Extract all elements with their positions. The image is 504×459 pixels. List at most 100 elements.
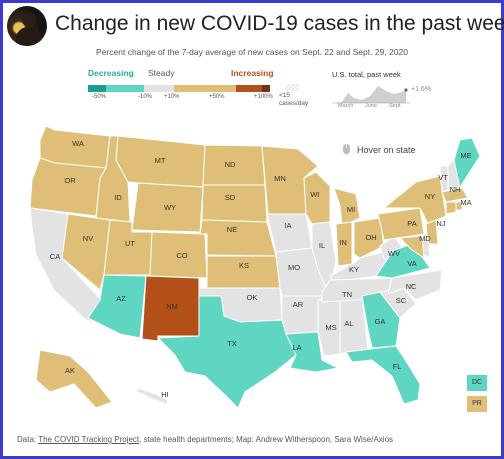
state-ny[interactable] [382, 175, 447, 225]
state-label-ia: IA [284, 221, 291, 230]
color-legend: Decreasing Steady Increasing -50% -10% +… [86, 68, 286, 116]
us-total-change: +1.6% [411, 86, 432, 93]
state-md[interactable] [398, 235, 425, 259]
legend-swatch-increasing-strong [236, 85, 262, 92]
state-ak[interactable] [35, 349, 113, 409]
state-label-wa: WA [72, 139, 84, 148]
state-label-ok: OK [247, 293, 258, 302]
legend-swatch-steady [144, 85, 174, 92]
state-label-sd: SD [225, 193, 236, 202]
state-label-tn: TN [342, 290, 352, 299]
state-label-nj: NJ [436, 219, 445, 228]
state-nv[interactable] [61, 213, 111, 291]
state-label-mi: MI [347, 205, 355, 214]
state-label-ak: AK [65, 366, 75, 375]
state-me[interactable] [453, 137, 481, 190]
avatar-body [16, 27, 42, 46]
state-label-tx: TX [227, 339, 237, 348]
state-label-wi: WI [310, 190, 319, 199]
state-label-pa: PA [407, 219, 416, 228]
state-label-nm: NM [166, 302, 178, 311]
state-label-oh: OH [365, 233, 376, 242]
legend-steady-label: Steady [148, 68, 175, 78]
us-total-area-chart [332, 86, 410, 104]
state-label-il: IL [319, 241, 325, 250]
legend-hatched-swatch [285, 84, 299, 91]
state-label-me: ME [460, 151, 471, 160]
state-label-co: CO [176, 251, 187, 260]
state-fl[interactable] [345, 345, 421, 405]
legend-tick-minus-50: -50% [92, 94, 107, 100]
page-subtitle: Percent change of the 7-day average of n… [96, 47, 408, 57]
state-pa[interactable] [377, 207, 425, 241]
state-label-ma: MA [460, 198, 471, 207]
avatar-head [22, 12, 36, 27]
state-label-ut: UT [125, 239, 135, 248]
legend-tick-plus-50: +50% [209, 94, 225, 100]
state-label-mt: MT [155, 156, 166, 165]
mouse-icon [343, 143, 350, 155]
hover-hint: Hover on state [342, 143, 416, 155]
state-label-va: VA [407, 259, 416, 268]
state-ct[interactable] [445, 201, 457, 215]
state-label-vt: VT [438, 173, 448, 182]
legend-swatch-increasing-max [262, 85, 270, 92]
state-label-al: AL [344, 319, 353, 328]
state-label-in: IN [339, 238, 347, 247]
state-label-or: OR [64, 176, 76, 185]
legend-tick-plus-10: +10% [164, 94, 180, 100]
us-total-month-march: March [338, 103, 354, 109]
us-total-sparkline: U.S. total, past week +1.6% March June S… [332, 70, 442, 115]
state-label-ne: NE [227, 225, 237, 234]
state-label-nh: NH [450, 185, 461, 194]
state-hi[interactable] [135, 387, 169, 405]
state-label-nc: NC [406, 282, 417, 291]
state-oh[interactable] [353, 217, 385, 259]
state-ne[interactable] [199, 219, 277, 257]
page-title: Change in new COVID-19 cases in the past… [55, 12, 504, 35]
state-label-wy: WY [164, 203, 176, 212]
state-label-md: MD [419, 234, 431, 243]
state-label-ky: KY [349, 265, 359, 274]
state-label-mo: MO [288, 263, 300, 272]
footer-source-link[interactable]: The COVID Tracking Project [38, 435, 140, 444]
state-label-sc: SC [396, 296, 407, 305]
state-nj[interactable] [425, 219, 439, 245]
footer-credits-text: , state health departments; Map: Andrew … [139, 435, 394, 444]
author-avatar [7, 6, 47, 46]
state-label-ks: KS [239, 261, 249, 270]
state-label-hi: HI [161, 390, 169, 399]
state-label-ar: AR [293, 300, 304, 309]
state-label-ga: GA [375, 317, 386, 326]
state-label-nd: ND [225, 160, 236, 169]
hover-hint-text: Hover on state [357, 145, 416, 155]
legend-low-cases: <15 cases/day [279, 84, 309, 108]
state-label-ny: NY [425, 192, 435, 201]
state-ri[interactable] [455, 201, 463, 211]
us-total-title: U.S. total, past week [332, 70, 401, 79]
state-label-la: LA [292, 343, 301, 352]
state-label-fl: FL [393, 362, 402, 371]
footer-credits: Data: The COVID Tracking Project, state … [17, 435, 393, 444]
us-total-month-sept: Sept. [389, 103, 402, 109]
state-label-ca: CA [50, 252, 60, 261]
legend-tick-plus-100: +100% [254, 94, 273, 100]
state-box-pr[interactable]: PR [467, 396, 487, 412]
state-nc[interactable] [387, 269, 443, 301]
legend-low-cases-label: <15 cases/day [279, 92, 309, 107]
state-label-az: AZ [116, 294, 126, 303]
state-nm[interactable] [141, 275, 200, 342]
state-sd[interactable] [201, 184, 268, 223]
legend-swatch-decreasing [106, 85, 144, 92]
footer-data-label: Data: [17, 435, 39, 444]
state-label-ms: MS [325, 323, 336, 332]
legend-increasing-label: Increasing [231, 68, 274, 78]
legend-decreasing-label: Decreasing [88, 68, 134, 78]
legend-tick-minus-10: -10% [138, 94, 153, 100]
state-box-dc[interactable]: DC [467, 375, 487, 391]
legend-swatch-decreasing-strong [88, 85, 106, 92]
us-total-month-june: June [365, 103, 377, 109]
state-or[interactable] [29, 157, 107, 217]
state-ma[interactable] [441, 187, 469, 203]
